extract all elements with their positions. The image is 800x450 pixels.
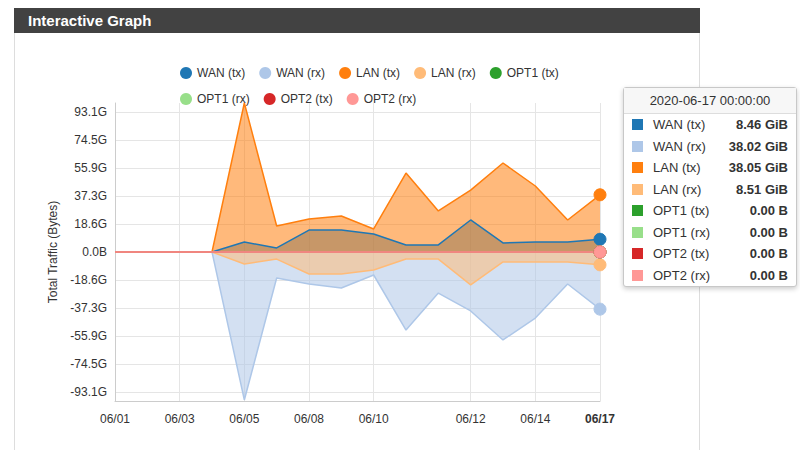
html-text:LAN (rx): LAN (rx)	[653, 181, 702, 197]
html-text:0.00 B: 0.00 B	[749, 267, 788, 283]
html-text:Interactive Graph: Interactive Graph	[28, 12, 152, 29]
svg-text:06/01: 06/01	[100, 412, 130, 426]
html-text:38.05 GiB: 38.05 GiB	[728, 160, 788, 176]
svg-text:18.6G: 18.6G	[74, 217, 107, 231]
svg-text:OPT1 (rx): OPT1 (rx)	[197, 92, 250, 106]
svg-text:LAN (rx): LAN (rx)	[431, 66, 476, 80]
svg-text:06/03: 06/03	[165, 412, 195, 426]
html-text:OPT1 (tx): OPT1 (tx)	[653, 203, 710, 219]
html-text:38.02 GiB: 38.02 GiB	[728, 138, 788, 154]
html-text:0.00 B: 0.00 B	[749, 203, 788, 219]
html-text:OPT2 (tx): OPT2 (tx)	[653, 246, 710, 262]
html-text:LAN (tx): LAN (tx)	[653, 160, 701, 176]
svg-text:-37.3G: -37.3G	[70, 301, 107, 315]
svg-text:-74.5G: -74.5G	[70, 357, 107, 371]
svg-text:WAN (rx): WAN (rx)	[276, 66, 325, 80]
html-text:WAN (rx): WAN (rx)	[653, 138, 706, 154]
svg-text:06/05: 06/05	[229, 412, 259, 426]
svg-text:Total Traffic (Bytes): Total Traffic (Bytes)	[46, 201, 60, 303]
html-text:0.00 B: 0.00 B	[749, 246, 788, 262]
svg-text:WAN (tx): WAN (tx)	[197, 66, 245, 80]
svg-text:-93.1G: -93.1G	[70, 385, 107, 399]
html-text:2020-06-17 00:00:00: 2020-06-17 00:00:00	[649, 93, 771, 108]
svg-text:55.9G: 55.9G	[74, 161, 107, 175]
html-text:0.00 B: 0.00 B	[749, 224, 788, 240]
svg-text:74.5G: 74.5G	[74, 133, 107, 147]
html-text:OPT1 (rx): OPT1 (rx)	[653, 224, 711, 240]
svg-text:06/17: 06/17	[585, 412, 615, 426]
svg-text:06/08: 06/08	[294, 412, 324, 426]
svg-text:-55.9G: -55.9G	[70, 329, 107, 343]
html-text:OPT2 (rx): OPT2 (rx)	[653, 267, 711, 283]
svg-text:OPT2 (tx): OPT2 (tx)	[281, 92, 333, 106]
svg-text:93.1G: 93.1G	[74, 105, 107, 119]
svg-text:OPT1 (tx): OPT1 (tx)	[507, 66, 559, 80]
svg-text:0.0B: 0.0B	[82, 245, 107, 259]
svg-text:LAN (tx): LAN (tx)	[356, 66, 400, 80]
svg-text:06/10: 06/10	[359, 412, 389, 426]
html-text:8.51 GiB: 8.51 GiB	[736, 181, 788, 197]
svg-text:37.3G: 37.3G	[74, 189, 107, 203]
svg-text:06/14: 06/14	[520, 412, 550, 426]
svg-text:OPT2 (rx): OPT2 (rx)	[364, 92, 417, 106]
svg-text:06/12: 06/12	[456, 412, 486, 426]
html-text:WAN (tx): WAN (tx)	[653, 117, 706, 133]
svg-text:-18.6G: -18.6G	[70, 273, 107, 287]
html-text:8.46 GiB: 8.46 GiB	[736, 117, 788, 133]
